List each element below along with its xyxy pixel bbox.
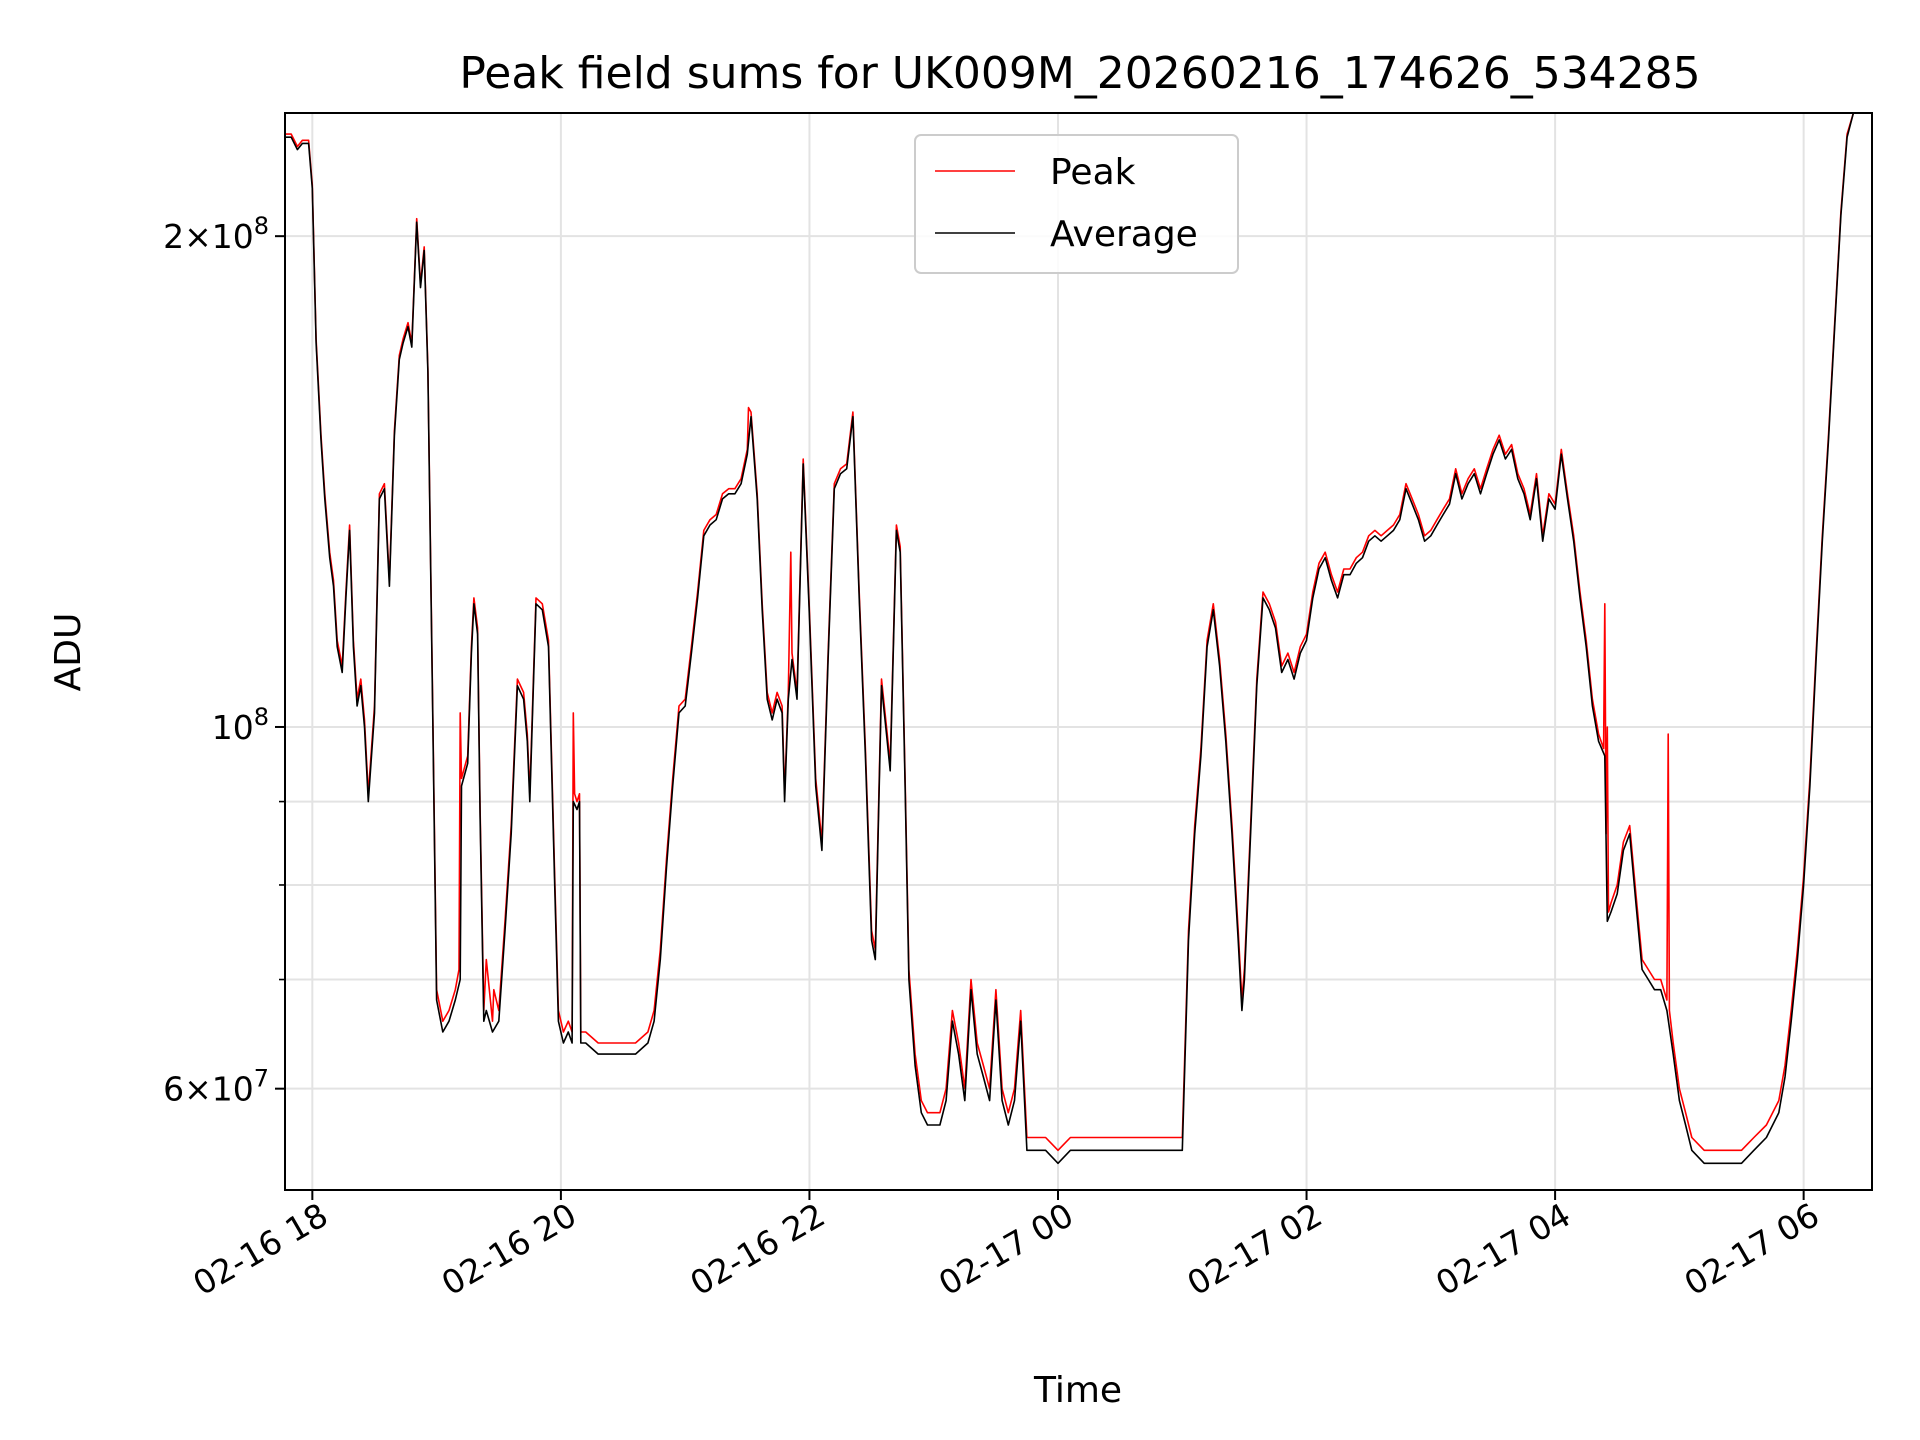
y-tick-label: 108 [212, 703, 269, 747]
x-axis-label: Time [1033, 1370, 1122, 1411]
y-tick-label: 6×107 [163, 1065, 269, 1109]
plot-frame [284, 112, 1873, 1191]
y-axis-label: ADU [48, 613, 89, 692]
legend: Peak Average [914, 134, 1239, 274]
series-lines [285, 113, 1860, 1165]
y-tick-label: 2×108 [163, 212, 269, 256]
legend-label-average: Average [1050, 214, 1198, 255]
series-line-average [285, 113, 1860, 1165]
chart-title: Peak field sums for UK009M_20260216_1746… [459, 48, 1700, 99]
legend-label-peak: Peak [1050, 152, 1136, 193]
legend-box [914, 134, 1239, 274]
y-axis: 6×107 108 2×108 [163, 212, 285, 1109]
